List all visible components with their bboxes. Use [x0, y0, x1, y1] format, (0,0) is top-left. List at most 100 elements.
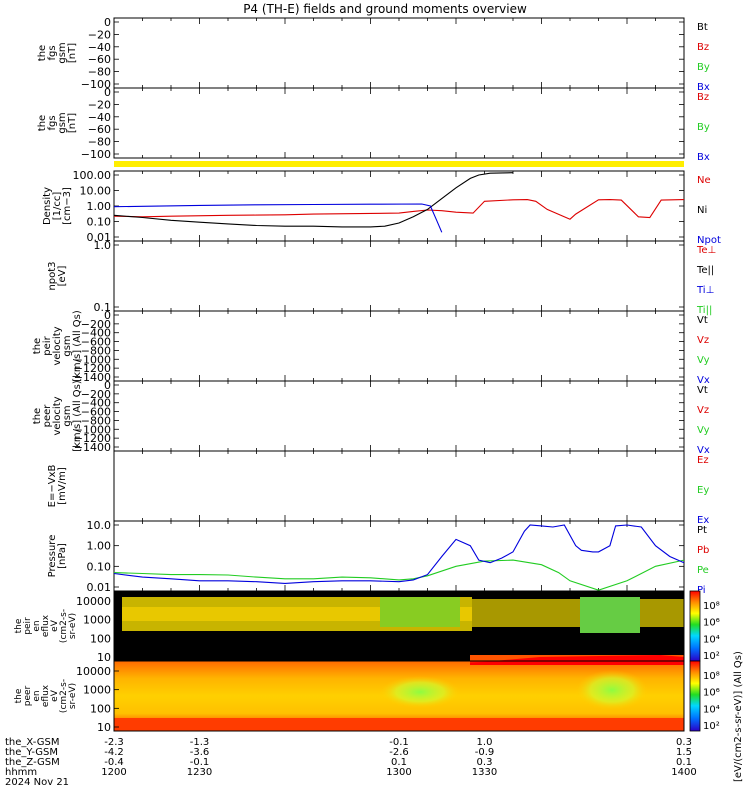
legend-npot: Npot — [697, 235, 721, 246]
y-axis-label-line: [km/s] (All Qs) — [72, 380, 83, 452]
y-axis-label-line: peir — [23, 617, 33, 635]
colorbar-tick-label: 10⁶ — [703, 618, 720, 629]
y-axis-label-line: peer — [23, 685, 33, 706]
bottom-row-value: 1230 — [187, 767, 212, 778]
colorbar-peir — [689, 590, 701, 662]
legend-by: By — [697, 62, 710, 73]
y-tick-label: −40 — [88, 111, 111, 124]
y-axis-label-line: eflux — [41, 614, 51, 637]
legend-ti: Ti⊥ — [696, 285, 714, 296]
spectrogram-axes-1: 10000 1000 100 10 the peir en eflux eV (cm2-s-sr-… — [14, 590, 685, 664]
legend-te: Te⊥ — [696, 245, 716, 256]
y-axis-label-line: velocity — [52, 396, 63, 435]
panel-frame — [113, 170, 685, 242]
y-axis-label: the peer en eflux eV (cm2-s-sr-eV) — [14, 679, 78, 713]
y-axis-label-line: the — [37, 115, 48, 131]
y-axis-label-line: [nT] — [67, 43, 78, 63]
legend-bx: Bx — [697, 82, 710, 93]
panel-1: 0−20−40−60−80−100 the fgs gsm [nT] Bt Bz By Bx — [37, 16, 710, 93]
y-axis-label-line: fgs — [47, 45, 58, 60]
y-axis-label-line: Pressure — [47, 535, 58, 578]
y-tick-label: −80 — [88, 66, 111, 79]
y-axis-label-line: velocity — [52, 326, 63, 365]
y-tick-label: 0.10 — [87, 216, 112, 229]
colorbar-tick-label: 10⁴ — [703, 704, 720, 715]
bottom-row-value: 1.5 — [676, 747, 692, 758]
legend-pe: Pe — [697, 565, 709, 576]
spectrogram-axes-2: 10000 1000 100 10 the peer en eflux eV (cm2-s-sr-… — [14, 660, 685, 734]
bottom-row-value: 1330 — [472, 767, 497, 778]
y-tick-label: 0.01 — [87, 231, 112, 244]
y-axis-label-line: [nT] — [67, 113, 78, 133]
legend-bt: Bt — [697, 22, 708, 33]
y-tick-label: −1200 — [74, 362, 111, 375]
y-tick-label: 10 — [97, 721, 111, 734]
legend-vx: Vx — [697, 375, 710, 386]
legend-vz: Vz — [697, 335, 709, 346]
y-axis-label: the peir en eflux eV (cm2-s-sr-eV) — [14, 609, 78, 643]
y-tick-label: −1400 — [74, 371, 111, 384]
chart-title: P4 (TH-E) fields and ground moments over… — [243, 2, 527, 16]
y-axis-label-line: [1/cc] — [52, 192, 63, 221]
y-axis-label: Density [1/cc] [cm−3] — [42, 187, 73, 225]
y-tick-label: −40 — [88, 41, 111, 54]
panel-4: 1.0 0.1 npot3 [eV] Te⊥ Te|| Ti⊥ Ti|| — [47, 239, 716, 316]
series-pi-line — [113, 524, 685, 584]
series-npot-line — [113, 203, 443, 233]
bottom-row-value: 0.1 — [676, 757, 692, 768]
y-tick-label: 0.1 — [94, 301, 112, 314]
y-axis-label-line: the — [32, 408, 43, 424]
y-tick-label: 1.00 — [87, 200, 112, 213]
y-tick-label: −100 — [81, 78, 111, 91]
y-axis-label-line: en — [32, 690, 42, 701]
y-tick-label: −100 — [81, 148, 111, 161]
y-axis-label-line: sr-eV) — [68, 613, 78, 639]
y-axis-label-line: gsm — [57, 112, 68, 133]
legend-by: By — [697, 122, 710, 133]
y-tick-label: −200 — [81, 318, 111, 331]
series-ne-line — [113, 199, 685, 220]
y-axis-label-line: eV — [50, 689, 60, 702]
y-axis-label: E=−VxB [mV/m] — [47, 465, 68, 508]
y-axis-label-line: [nPa] — [57, 543, 68, 569]
y-axis-label-line: [km/s] (All Qs) — [72, 310, 83, 382]
y-tick-label: −200 — [81, 388, 111, 401]
y-axis-label: the peir velocity gsm [km/s] (All Qs) — [32, 310, 83, 382]
y-tick-label: −1000 — [74, 353, 111, 366]
bottom-row-value: -0.9 — [475, 747, 495, 758]
y-tick-label: 1.00 — [87, 540, 112, 553]
colorbar-tick-label: 10⁸ — [703, 671, 720, 682]
panel-7: E=−VxB [mV/m] Ez Ey Ex — [47, 450, 709, 526]
legend-vt: Vt — [697, 385, 708, 396]
legend-vz: Vz — [697, 405, 709, 416]
y-axis-label-line: peer — [42, 404, 53, 428]
y-axis-label-line: gsm — [62, 335, 73, 356]
y-axis-label-line: (cm2-s- — [59, 679, 69, 713]
y-tick-label: −60 — [88, 123, 111, 136]
panel-frame — [113, 87, 685, 159]
y-axis-label-line: peir — [42, 335, 53, 355]
y-tick-label: −400 — [81, 397, 111, 410]
y-tick-label: 100.00 — [73, 169, 112, 182]
legend-ti: Ti|| — [696, 305, 712, 316]
bottom-row-value: -2.3 — [104, 737, 124, 748]
y-tick-label: 0.01 — [87, 581, 112, 594]
legend-vx: Vx — [697, 445, 710, 456]
y-tick-label: −800 — [81, 344, 111, 357]
y-tick-label: 10 — [97, 651, 111, 664]
legend-vy: Vy — [697, 355, 710, 366]
bottom-row-value: -2.6 — [389, 747, 409, 758]
y-tick-label: −20 — [88, 28, 111, 41]
legend-bx: Bx — [697, 152, 710, 163]
y-axis-label-line: the — [14, 618, 24, 633]
colorbar-tick-label: 10⁸ — [703, 601, 720, 612]
panel-8: 10.0 1.00 0.10 0.01 Pressure [nPa] Pt Pb Pe Pi — [47, 519, 709, 596]
y-axis-label-line: eV — [50, 619, 60, 632]
panel-frame — [113, 240, 685, 312]
y-axis-label-line: E=−VxB — [47, 465, 58, 508]
bottom-row-value: 1200 — [101, 767, 126, 778]
y-axis-label: the peer velocity gsm [km/s] (All Qs) — [32, 380, 83, 452]
y-axis-label-line: gsm — [62, 405, 73, 426]
colorbar-tick-label: 10⁶ — [703, 688, 720, 699]
